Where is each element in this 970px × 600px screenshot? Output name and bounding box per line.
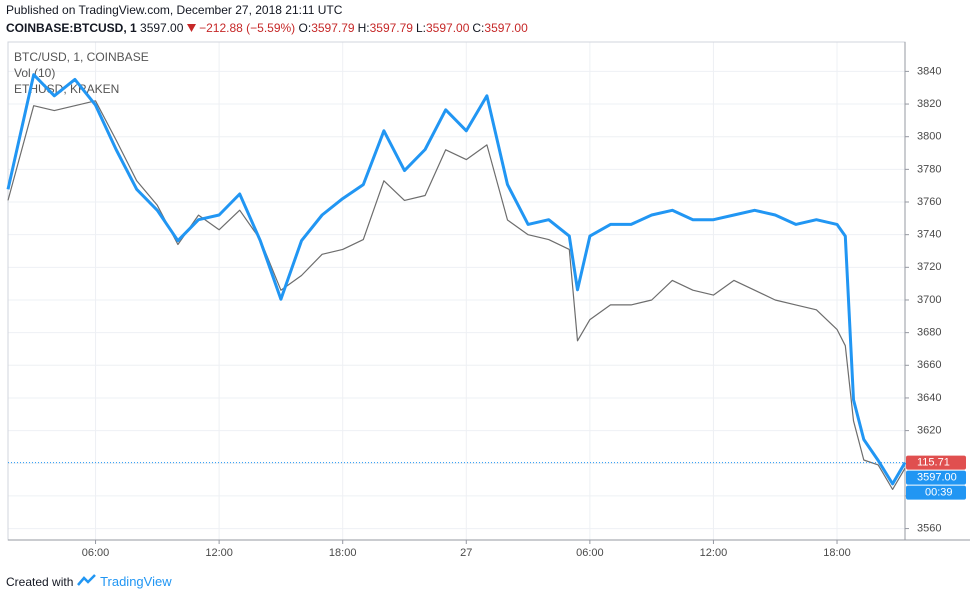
ohlc: O:3597.79 H:3597.79 L:3597.00 C:3597.00 bbox=[299, 21, 531, 35]
y-tick-label: 3720 bbox=[917, 261, 941, 273]
y-tick-label: 3840 bbox=[917, 65, 941, 77]
x-tick-label: 27 bbox=[460, 547, 472, 559]
legend-entry: ETHUSD, KRAKEN bbox=[14, 82, 119, 96]
ohlc-value: 3597.79 bbox=[369, 21, 413, 35]
y-tick-label: 3800 bbox=[917, 131, 941, 143]
logo bbox=[76, 574, 96, 586]
y-tick-label: 3660 bbox=[917, 359, 941, 371]
down-arrow bbox=[186, 24, 196, 32]
x-tick-label: 12:00 bbox=[700, 547, 728, 559]
y-tick-label: 3640 bbox=[917, 392, 941, 404]
x-tick-label: 06:00 bbox=[576, 547, 604, 559]
ohlc-key: H: bbox=[357, 21, 370, 35]
ohlc-value: 3597.00 bbox=[484, 21, 528, 35]
last-price-box bbox=[906, 470, 966, 485]
last-price-label: 115.71 bbox=[917, 457, 950, 469]
x-tick-label: 18:00 bbox=[823, 547, 851, 559]
countdown-label: 00:39 bbox=[925, 487, 953, 499]
footer-text: Created with bbox=[6, 575, 74, 589]
y-tick-label: 3700 bbox=[917, 294, 941, 306]
y-tick-label: 3680 bbox=[917, 327, 941, 339]
footer: Created with TradingView bbox=[6, 574, 172, 589]
change: −212.88 (−5.59%) bbox=[199, 21, 296, 35]
series-line bbox=[7, 100, 906, 490]
y-tick-label: 3760 bbox=[917, 196, 941, 208]
published-line: Published on TradingView.com, December 2… bbox=[6, 3, 343, 17]
ohlc-key: L: bbox=[415, 21, 426, 35]
ohlc-value: 3597.00 bbox=[426, 21, 470, 35]
series-line bbox=[6, 73, 907, 486]
legend-entry: BTC/USD, 1, COINBASE bbox=[14, 50, 149, 64]
x-tick-label: 06:00 bbox=[82, 547, 110, 559]
plot-frame bbox=[7, 41, 906, 541]
ohlc-value: 3597.79 bbox=[311, 21, 355, 35]
chart: 3560358036003620364036603680370037203740… bbox=[6, 41, 970, 559]
ohlc-key: C: bbox=[472, 21, 485, 35]
y-tick-label: 3620 bbox=[917, 425, 941, 437]
y-tick-label: 3820 bbox=[917, 98, 941, 110]
last-price-box bbox=[906, 455, 966, 470]
x-tick-label: 18:00 bbox=[329, 547, 357, 559]
last-price-label: 3597.00 bbox=[917, 472, 957, 484]
ohlc-key: O: bbox=[298, 21, 312, 35]
last-price: 3597.00 bbox=[140, 21, 184, 35]
countdown-box bbox=[906, 485, 966, 500]
footer-brand: TradingView bbox=[100, 574, 172, 589]
y-tick-label: 3740 bbox=[917, 229, 941, 241]
y-tick-label: 3560 bbox=[917, 522, 941, 534]
symbol-header: COINBASE:BTCUSD, 1 3597.00 −212.88 (−5.5… bbox=[6, 21, 531, 35]
symbol: COINBASE:BTCUSD, 1 bbox=[6, 21, 137, 35]
legend-entry: Vol (10) bbox=[14, 66, 55, 80]
y-tick-label: 3780 bbox=[917, 163, 941, 175]
x-tick-label: 12:00 bbox=[205, 547, 233, 559]
